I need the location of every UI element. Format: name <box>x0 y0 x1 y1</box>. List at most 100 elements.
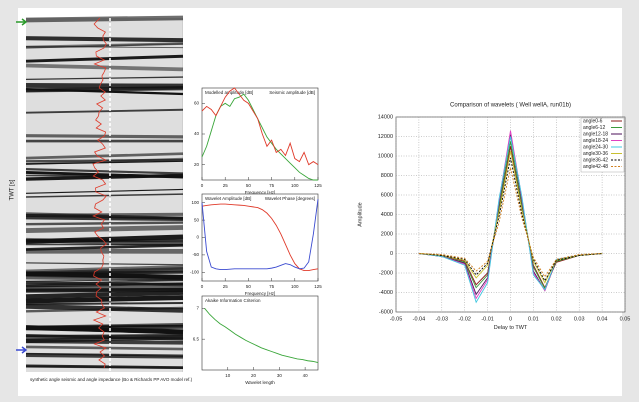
reflector <box>25 345 184 351</box>
y-tick-label: -6000 <box>379 309 393 315</box>
series-line <box>201 93 318 181</box>
seismic-section <box>16 15 184 372</box>
x-tick-label: 125 <box>314 183 322 188</box>
legend-entry: angle24-30 <box>583 144 608 150</box>
reflector <box>25 262 184 266</box>
x-tick-label: 0.05 <box>620 317 631 323</box>
x-tick-label: 0 <box>201 183 204 188</box>
reflector <box>25 221 184 226</box>
y-tick-label: 7 <box>196 306 199 311</box>
reflector <box>25 243 184 251</box>
reflector <box>25 85 184 93</box>
x-tick-label: 0 <box>509 317 512 323</box>
y-tick-label: 8000 <box>381 173 393 179</box>
y-tick-label: 4000 <box>381 212 393 218</box>
y-tick-label: 0 <box>196 235 199 240</box>
y-tick-label: 6000 <box>381 192 393 198</box>
legend-entry: angle30-36 <box>583 151 608 157</box>
y-tick-label: 2000 <box>381 231 393 237</box>
y-tick-label: 100 <box>191 200 199 205</box>
y-tick-label: 40 <box>194 131 200 136</box>
reflector <box>25 301 184 306</box>
y-tick-label: -4000 <box>379 290 393 296</box>
x-axis-label: Wavelet length <box>245 380 275 385</box>
reflector <box>25 295 184 304</box>
arrow <box>16 346 28 354</box>
reflector <box>25 108 184 114</box>
reflector <box>25 287 184 293</box>
series-line <box>201 203 319 272</box>
legend-entry: Wavelet Amplitude [dB] <box>205 196 251 201</box>
reflector <box>25 43 184 49</box>
reflector <box>25 290 184 299</box>
x-tick-label: 10 <box>225 373 231 378</box>
legend-entry: angle0-6 <box>583 118 603 124</box>
legend-entry: Wavelet Phase [degrees] <box>265 196 315 201</box>
plot-area <box>201 87 319 181</box>
y-tick-label: 12000 <box>378 134 393 140</box>
x-tick-label: 75 <box>269 183 275 188</box>
x-tick-label: 100 <box>291 284 299 289</box>
x-axis-label: Delay to TWT <box>494 325 528 331</box>
reflector <box>25 76 184 81</box>
y-tick-label: 0 <box>390 251 393 257</box>
x-tick-label: -0.01 <box>481 317 494 323</box>
x-axis-label: Frequency [Hz] <box>245 190 276 195</box>
series-line <box>201 199 319 270</box>
y-tick-label: 10000 <box>378 153 393 159</box>
plot-area <box>201 295 319 371</box>
series-line <box>204 308 319 364</box>
reflector <box>25 152 184 160</box>
reflector <box>25 265 184 275</box>
legend-entry: Seismic amplitude [dB] <box>269 90 315 95</box>
x-tick-label: 50 <box>246 284 252 289</box>
x-tick-label: 25 <box>223 284 229 289</box>
seismic-caption: synthetic angle seismic and angle impeda… <box>30 377 193 382</box>
x-tick-label: 25 <box>223 183 229 188</box>
x-tick-label: 40 <box>303 373 309 378</box>
x-tick-label: -0.02 <box>458 317 471 323</box>
y-tick-label: -100 <box>190 269 200 274</box>
legend-entry: angle36-42 <box>583 157 608 163</box>
reflector <box>25 170 184 179</box>
reflector <box>25 304 184 313</box>
y-tick-label: 14000 <box>378 114 393 120</box>
reflector <box>25 36 184 43</box>
legend-entry: Akaike Information Criterion <box>205 298 261 303</box>
reflector <box>25 225 184 233</box>
x-tick-label: -0.05 <box>390 317 403 323</box>
legend-entry: angle42-48 <box>583 164 608 170</box>
x-tick-label: 0.03 <box>574 317 585 323</box>
reflector <box>25 54 184 63</box>
x-tick-label: 125 <box>314 284 322 289</box>
legend-entry: angle18-24 <box>583 138 608 144</box>
reflector <box>25 282 184 288</box>
x-tick-label: 20 <box>251 373 257 378</box>
series-line <box>418 157 603 282</box>
reflector <box>25 15 184 23</box>
reflector <box>25 188 184 194</box>
x-tick-label: 100 <box>291 183 299 188</box>
series-line <box>418 167 603 278</box>
seismic-ylabel: TWT [s] <box>10 179 16 200</box>
legend-entry: angle12-18 <box>583 131 608 137</box>
reflector <box>25 160 184 165</box>
x-tick-label: -0.03 <box>436 317 449 323</box>
x-tick-label: 0.01 <box>528 317 539 323</box>
reflector <box>25 168 184 175</box>
reflector <box>25 323 184 329</box>
reflector <box>25 83 184 89</box>
plot-area <box>201 193 319 282</box>
arrow <box>16 18 28 26</box>
y-tick-label: 6.5 <box>193 336 200 341</box>
x-tick-label: 0 <box>201 284 204 289</box>
series-line <box>201 87 319 166</box>
y-tick-label: 20 <box>194 162 200 167</box>
reflector <box>25 334 184 341</box>
y-tick-label: 60 <box>194 101 200 106</box>
x-tick-label: 0.04 <box>597 317 608 323</box>
reflector <box>25 215 184 222</box>
x-tick-label: 30 <box>277 373 283 378</box>
reflector <box>25 271 184 280</box>
